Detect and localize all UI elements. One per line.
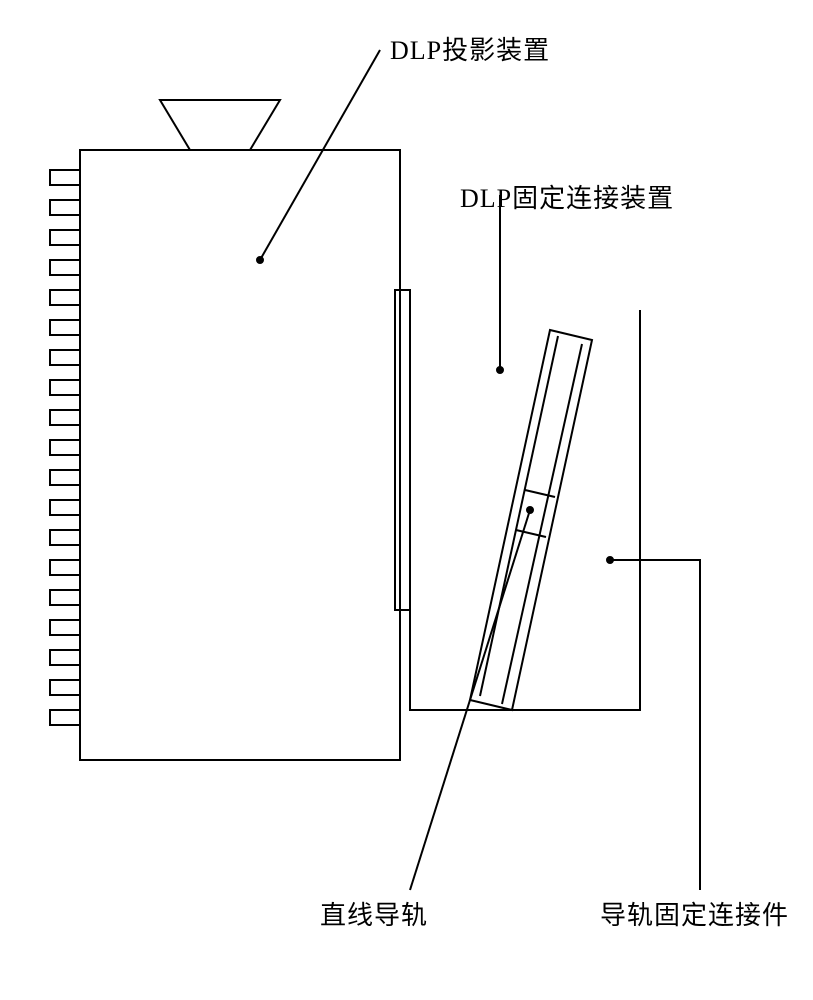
label-linear-guide: 直线导轨	[320, 895, 428, 932]
dot-guide	[527, 507, 533, 513]
label-dlp-projector: DLP投影装置	[390, 30, 550, 67]
label-rail-connector: 导轨固定连接件	[600, 895, 789, 932]
leader-projector	[260, 50, 380, 260]
projector-body	[80, 150, 400, 760]
heatsink-fins	[50, 170, 80, 740]
guide-gap-top	[525, 490, 555, 497]
schematic-svg	[0, 0, 813, 1000]
label-dlp-connector: DLP固定连接装置	[460, 178, 674, 215]
guide-inner-left	[480, 336, 558, 696]
hopper	[160, 100, 280, 150]
dot-rail-connector	[607, 557, 613, 563]
guide-inner-right	[502, 344, 582, 704]
leader-rail-connector	[610, 560, 700, 890]
attachment-plate	[395, 290, 410, 610]
leader-guide	[410, 510, 530, 890]
dot-connector	[497, 367, 503, 373]
dot-projector	[257, 257, 263, 263]
diagram-canvas: DLP投影装置 DLP固定连接装置 直线导轨 导轨固定连接件	[0, 0, 813, 1000]
guide-gap-bottom	[516, 530, 546, 537]
